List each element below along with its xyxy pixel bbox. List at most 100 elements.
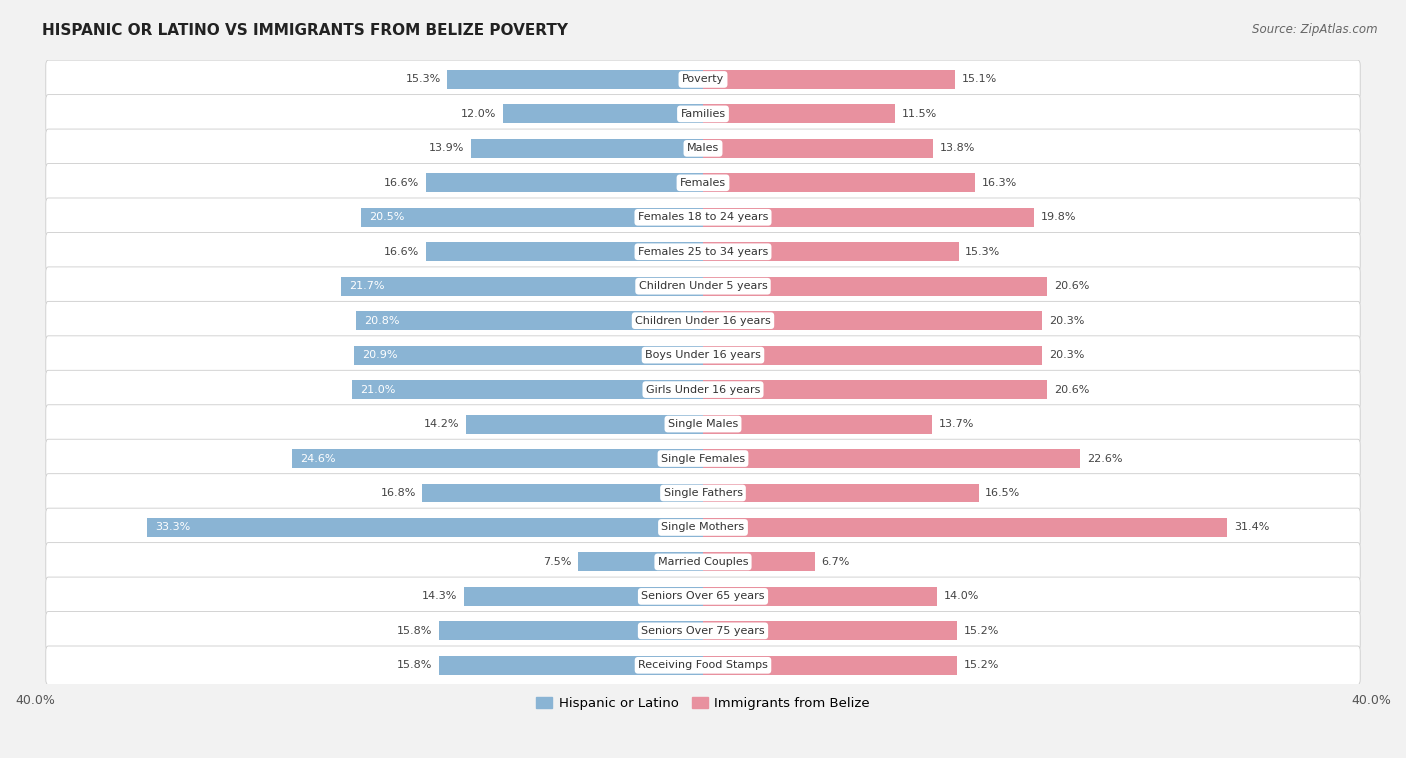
Bar <box>426 174 703 193</box>
Text: 20.9%: 20.9% <box>363 350 398 360</box>
Text: 15.3%: 15.3% <box>405 74 441 84</box>
Bar <box>703 553 815 572</box>
Text: 16.6%: 16.6% <box>384 247 419 257</box>
Text: Boys Under 16 years: Boys Under 16 years <box>645 350 761 360</box>
Bar <box>703 208 1033 227</box>
Text: Males: Males <box>688 143 718 153</box>
Bar <box>703 174 976 193</box>
FancyBboxPatch shape <box>46 233 1360 271</box>
FancyBboxPatch shape <box>46 405 1360 443</box>
Text: 13.9%: 13.9% <box>429 143 464 153</box>
Bar <box>502 105 703 124</box>
Bar <box>465 415 703 434</box>
Text: 15.3%: 15.3% <box>965 247 1001 257</box>
FancyBboxPatch shape <box>46 95 1360 133</box>
Bar <box>703 656 957 675</box>
Bar <box>439 656 703 675</box>
Text: 14.2%: 14.2% <box>423 419 460 429</box>
Bar <box>146 518 703 537</box>
Text: Families: Families <box>681 109 725 119</box>
Bar <box>353 380 703 399</box>
Bar <box>426 243 703 262</box>
Text: 20.6%: 20.6% <box>1053 281 1090 291</box>
Bar <box>578 553 703 572</box>
FancyBboxPatch shape <box>46 198 1360 236</box>
Text: Girls Under 16 years: Girls Under 16 years <box>645 384 761 395</box>
Bar <box>703 622 957 641</box>
Text: 19.8%: 19.8% <box>1040 212 1076 222</box>
Text: 20.5%: 20.5% <box>368 212 405 222</box>
Text: HISPANIC OR LATINO VS IMMIGRANTS FROM BELIZE POVERTY: HISPANIC OR LATINO VS IMMIGRANTS FROM BE… <box>42 23 568 38</box>
Text: 31.4%: 31.4% <box>1234 522 1270 532</box>
Bar <box>703 415 932 434</box>
Bar <box>703 449 1080 468</box>
FancyBboxPatch shape <box>46 646 1360 684</box>
Text: 20.3%: 20.3% <box>1049 315 1084 326</box>
Bar <box>703 243 959 262</box>
Bar <box>354 346 703 365</box>
Text: 15.8%: 15.8% <box>396 660 433 670</box>
Text: 15.8%: 15.8% <box>396 626 433 636</box>
Bar <box>703 139 934 158</box>
Text: 16.3%: 16.3% <box>981 178 1017 188</box>
Text: 33.3%: 33.3% <box>155 522 190 532</box>
Text: 13.8%: 13.8% <box>941 143 976 153</box>
Text: 12.0%: 12.0% <box>461 109 496 119</box>
Bar <box>703 380 1047 399</box>
FancyBboxPatch shape <box>46 60 1360 99</box>
Text: Seniors Over 75 years: Seniors Over 75 years <box>641 626 765 636</box>
Bar <box>292 449 703 468</box>
Text: 22.6%: 22.6% <box>1087 453 1122 464</box>
Bar <box>360 208 703 227</box>
FancyBboxPatch shape <box>46 129 1360 168</box>
Bar <box>703 70 955 89</box>
Text: Seniors Over 65 years: Seniors Over 65 years <box>641 591 765 601</box>
Text: 11.5%: 11.5% <box>901 109 936 119</box>
FancyBboxPatch shape <box>46 612 1360 650</box>
Text: 7.5%: 7.5% <box>543 557 571 567</box>
Text: 15.1%: 15.1% <box>962 74 997 84</box>
Text: 16.5%: 16.5% <box>986 488 1021 498</box>
Text: 21.7%: 21.7% <box>349 281 384 291</box>
FancyBboxPatch shape <box>46 508 1360 547</box>
FancyBboxPatch shape <box>46 371 1360 409</box>
Bar <box>439 622 703 641</box>
Bar <box>464 587 703 606</box>
Text: 20.8%: 20.8% <box>364 315 399 326</box>
Text: 14.3%: 14.3% <box>422 591 457 601</box>
Text: Children Under 16 years: Children Under 16 years <box>636 315 770 326</box>
FancyBboxPatch shape <box>46 577 1360 615</box>
Text: 15.2%: 15.2% <box>963 626 998 636</box>
Legend: Hispanic or Latino, Immigrants from Belize: Hispanic or Latino, Immigrants from Beli… <box>531 691 875 715</box>
Text: Single Males: Single Males <box>668 419 738 429</box>
Text: 13.7%: 13.7% <box>938 419 974 429</box>
Text: Children Under 5 years: Children Under 5 years <box>638 281 768 291</box>
FancyBboxPatch shape <box>46 543 1360 581</box>
Bar <box>340 277 703 296</box>
Bar <box>703 105 896 124</box>
Bar <box>703 346 1042 365</box>
Text: Receiving Food Stamps: Receiving Food Stamps <box>638 660 768 670</box>
FancyBboxPatch shape <box>46 302 1360 340</box>
FancyBboxPatch shape <box>46 439 1360 478</box>
Text: Females 25 to 34 years: Females 25 to 34 years <box>638 247 768 257</box>
Text: Single Mothers: Single Mothers <box>661 522 745 532</box>
Bar <box>422 484 703 503</box>
Text: 21.0%: 21.0% <box>360 384 396 395</box>
Text: 20.6%: 20.6% <box>1053 384 1090 395</box>
Text: Single Females: Single Females <box>661 453 745 464</box>
Text: 16.8%: 16.8% <box>381 488 416 498</box>
Bar <box>703 312 1042 330</box>
Text: 20.3%: 20.3% <box>1049 350 1084 360</box>
Text: Females: Females <box>681 178 725 188</box>
Text: 24.6%: 24.6% <box>301 453 336 464</box>
FancyBboxPatch shape <box>46 164 1360 202</box>
Bar <box>703 277 1047 296</box>
Text: Poverty: Poverty <box>682 74 724 84</box>
Text: 15.2%: 15.2% <box>963 660 998 670</box>
Text: Married Couples: Married Couples <box>658 557 748 567</box>
Bar <box>356 312 703 330</box>
Bar <box>703 587 936 606</box>
FancyBboxPatch shape <box>46 474 1360 512</box>
Text: 14.0%: 14.0% <box>943 591 979 601</box>
